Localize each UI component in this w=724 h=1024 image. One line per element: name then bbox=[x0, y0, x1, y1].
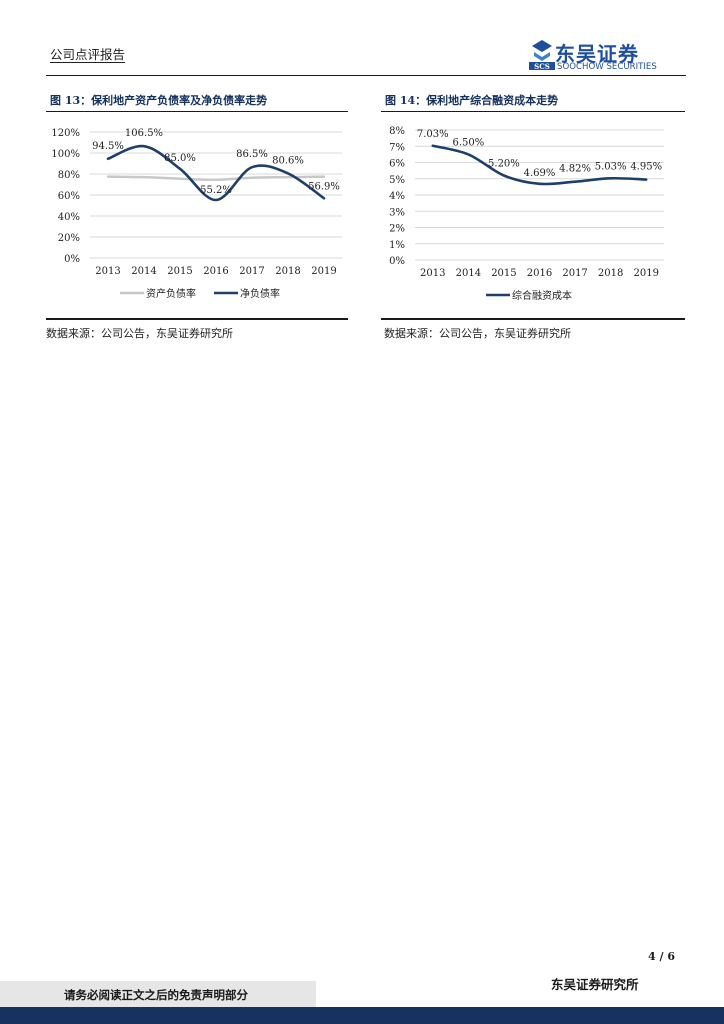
y-tick-label: 0% bbox=[389, 256, 405, 267]
data-label: 5.20% bbox=[488, 159, 520, 170]
figure14-bottom-rule bbox=[381, 318, 685, 320]
x-tick-label: 2015 bbox=[167, 266, 192, 277]
logo-english-name: SOOCHOW SECURITIES bbox=[557, 62, 657, 72]
x-tick-label: 2016 bbox=[527, 268, 552, 279]
y-tick-label: 1% bbox=[389, 240, 405, 251]
x-tick-label: 2013 bbox=[95, 266, 120, 277]
page-number: 4 / 6 bbox=[648, 950, 675, 963]
y-tick-label: 60% bbox=[58, 191, 80, 202]
legend-label: 资产负债率 bbox=[146, 287, 196, 300]
y-tick-label: 7% bbox=[389, 142, 405, 153]
figure13-bottom-rule bbox=[46, 318, 348, 320]
figure14-source: 数据来源：公司公告，东吴证券研究所 bbox=[384, 327, 571, 340]
report-type-label: 公司点评报告 bbox=[50, 47, 126, 62]
series-line-综合融资成本 bbox=[431, 144, 648, 186]
y-tick-label: 2% bbox=[389, 224, 405, 235]
data-label: 7.03% bbox=[417, 129, 449, 140]
x-tick-label: 2017 bbox=[239, 266, 264, 277]
data-label: 86.5% bbox=[236, 149, 268, 160]
data-label: 94.5% bbox=[92, 141, 124, 152]
data-label: 4.82% bbox=[559, 164, 591, 175]
y-tick-label: 5% bbox=[389, 175, 405, 186]
y-tick-label: 0% bbox=[64, 254, 80, 265]
data-label: 106.5% bbox=[125, 128, 163, 139]
y-tick-label: 8% bbox=[389, 126, 405, 137]
data-label: 80.6% bbox=[272, 155, 304, 166]
y-tick-label: 20% bbox=[58, 233, 80, 244]
figure14-chart: 0% 1% 2% 3% 4% 5% 6% 7% 8% 2013 2014 2015 2016 2017 20… bbox=[389, 126, 664, 302]
figure13-source: 数据来源：公司公告，东吴证券研究所 bbox=[46, 327, 233, 340]
footer-disclaimer: 请务必阅读正文之后的免责声明部分 bbox=[64, 988, 248, 1002]
series-line-净负债率 bbox=[106, 144, 326, 202]
y-tick-label: 120% bbox=[51, 128, 80, 139]
legend-label: 净负债率 bbox=[240, 287, 280, 300]
footer-org-name: 东吴证券研究所 bbox=[551, 977, 639, 992]
legend-label: 综合融资成本 bbox=[512, 289, 572, 302]
logo: SCS bbox=[528, 38, 678, 74]
x-tick-label: 2016 bbox=[203, 266, 228, 277]
footer-bar bbox=[0, 1007, 724, 1024]
data-label: 6.50% bbox=[452, 137, 484, 148]
data-label: 56.9% bbox=[308, 181, 340, 192]
series-line-资产负债率 bbox=[106, 175, 326, 182]
x-tick-label: 2018 bbox=[275, 266, 300, 277]
y-tick-label: 40% bbox=[58, 212, 80, 223]
header-divider bbox=[46, 75, 686, 76]
figure13-chart: 0% 20% 40% 60% 80% 100% 120% 2013 2014 2015 2016 20… bbox=[51, 128, 342, 300]
x-tick-label: 2019 bbox=[311, 266, 336, 277]
figure14-top-rule bbox=[381, 111, 685, 112]
x-tick-label: 2014 bbox=[456, 268, 481, 279]
y-tick-label: 100% bbox=[51, 149, 80, 160]
x-tick-label: 2019 bbox=[633, 268, 658, 279]
x-tick-label: 2018 bbox=[598, 268, 623, 279]
figure13-title: 图 13：保利地产资产负债率及净负债率走势 bbox=[50, 94, 268, 107]
logo-chinese-name: 东吴证券 bbox=[555, 42, 639, 66]
logo-mark-icon: SCS bbox=[529, 40, 555, 71]
data-label: 4.95% bbox=[630, 162, 662, 173]
x-tick-label: 2015 bbox=[491, 268, 516, 279]
x-tick-label: 2014 bbox=[131, 266, 156, 277]
data-label: 85.0% bbox=[164, 153, 196, 164]
data-label: 55.2% bbox=[200, 185, 232, 196]
y-tick-label: 4% bbox=[389, 191, 405, 202]
data-label: 4.69% bbox=[524, 168, 556, 179]
y-tick-label: 80% bbox=[58, 170, 80, 181]
figure13-top-rule bbox=[46, 111, 348, 112]
y-tick-label: 6% bbox=[389, 159, 405, 170]
logo-mark-text: SCS bbox=[534, 62, 550, 71]
data-label: 5.03% bbox=[595, 161, 627, 172]
x-tick-label: 2013 bbox=[420, 268, 445, 279]
y-tick-label: 3% bbox=[389, 207, 405, 218]
footer-disclaimer-box bbox=[0, 981, 316, 1007]
x-tick-label: 2017 bbox=[562, 268, 587, 279]
figure14-title: 图 14：保利地产综合融资成本走势 bbox=[385, 94, 559, 107]
